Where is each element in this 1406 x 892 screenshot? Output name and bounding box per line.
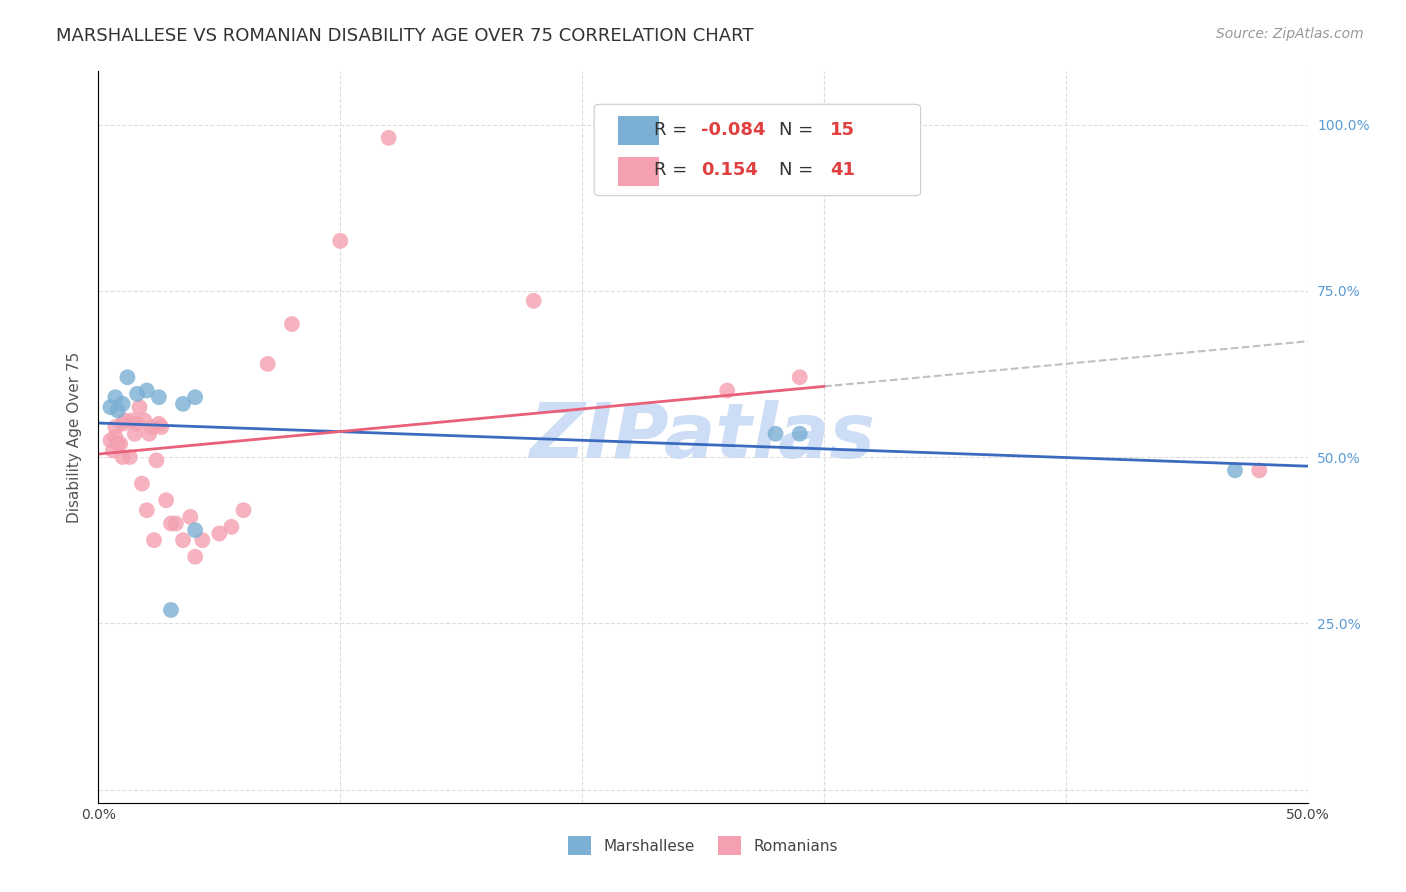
Point <box>184 549 207 564</box>
Point <box>143 533 166 548</box>
FancyBboxPatch shape <box>595 104 921 195</box>
Text: R =: R = <box>654 161 699 179</box>
Point <box>716 384 738 398</box>
Text: -0.084: -0.084 <box>700 120 765 139</box>
Point <box>150 420 173 434</box>
Point <box>128 400 150 414</box>
Point <box>165 516 187 531</box>
Point <box>148 417 170 431</box>
Y-axis label: Disability Age Over 75: Disability Age Over 75 <box>67 351 83 523</box>
Point <box>111 397 134 411</box>
Point <box>141 420 163 434</box>
Point <box>329 234 352 248</box>
Point <box>124 426 146 441</box>
Bar <box>619 116 659 145</box>
Point <box>108 436 131 450</box>
Text: ZIPatlas: ZIPatlas <box>530 401 876 474</box>
Text: 15: 15 <box>830 120 855 139</box>
Bar <box>619 157 659 186</box>
Point <box>107 403 129 417</box>
Point <box>101 443 124 458</box>
Point <box>172 397 194 411</box>
Point <box>184 390 207 404</box>
Point <box>127 387 149 401</box>
Point <box>172 533 194 548</box>
Text: 41: 41 <box>830 161 855 179</box>
Point <box>179 509 201 524</box>
Point <box>208 526 231 541</box>
Point <box>145 453 167 467</box>
Point <box>111 417 134 431</box>
Point <box>107 436 129 450</box>
Text: Source: ZipAtlas.com: Source: ZipAtlas.com <box>1216 27 1364 41</box>
Point <box>118 450 141 464</box>
Point <box>523 293 546 308</box>
Point <box>232 503 254 517</box>
Point <box>765 426 787 441</box>
Point <box>191 533 214 548</box>
Point <box>1249 463 1271 477</box>
Text: MARSHALLESE VS ROMANIAN DISABILITY AGE OVER 75 CORRELATION CHART: MARSHALLESE VS ROMANIAN DISABILITY AGE O… <box>56 27 754 45</box>
Point <box>121 413 143 427</box>
Point <box>134 413 156 427</box>
Point <box>138 426 160 441</box>
Point <box>114 413 136 427</box>
Text: R =: R = <box>654 120 693 139</box>
Point <box>100 400 122 414</box>
Point <box>789 426 811 441</box>
Point <box>1223 463 1246 477</box>
Point <box>104 430 127 444</box>
Point <box>127 417 149 431</box>
Point <box>281 317 304 331</box>
Point <box>117 370 139 384</box>
Text: N =: N = <box>779 161 820 179</box>
Point <box>100 434 122 448</box>
Point <box>184 523 207 537</box>
Point <box>221 520 243 534</box>
Legend: Marshallese, Romanians: Marshallese, Romanians <box>562 830 844 861</box>
Point <box>111 450 134 464</box>
Point <box>160 516 183 531</box>
Point <box>256 357 278 371</box>
Point <box>789 370 811 384</box>
Point <box>131 476 153 491</box>
Point <box>135 503 157 517</box>
Point <box>104 390 127 404</box>
Point <box>155 493 177 508</box>
Text: 0.154: 0.154 <box>700 161 758 179</box>
Point <box>135 384 157 398</box>
Point <box>377 131 399 145</box>
Text: N =: N = <box>779 120 820 139</box>
Point <box>104 420 127 434</box>
Point <box>160 603 183 617</box>
Point <box>148 390 170 404</box>
